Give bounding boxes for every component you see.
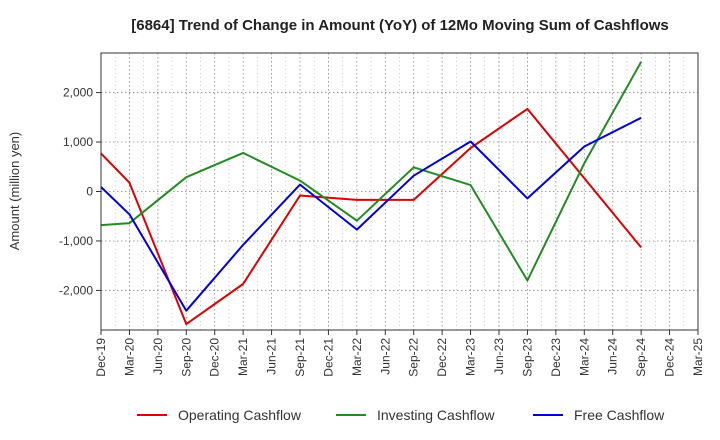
legend-label: Operating Cashflow [178, 407, 302, 423]
plot-area [101, 53, 698, 330]
x-tick-label: Jun-23 [492, 338, 506, 375]
x-tick-label: Mar-22 [350, 338, 364, 376]
series-line-operating-cashflow [100, 107, 642, 326]
y-axis-label: Amount (million yen) [7, 132, 22, 251]
x-tick-label: Mar-24 [577, 338, 591, 376]
x-tick-label: Dec-20 [208, 338, 222, 377]
x-tick-label: Sep-23 [520, 338, 534, 377]
x-tick-label: Sep-20 [179, 338, 193, 377]
x-tick-label: Jun-22 [378, 338, 392, 375]
series-line-free-cashflow [100, 116, 642, 312]
x-tick-label: Dec-24 [663, 338, 677, 377]
x-axis: Dec-19 Mar-20 Jun-20 Sep-20 Dec-20 Mar-21 Jun-… [94, 330, 705, 377]
x-tick-label: Sep-22 [407, 338, 421, 377]
x-tick-label: Mar-21 [236, 338, 250, 376]
grid [100, 53, 699, 330]
x-tick-label: Jun-21 [265, 338, 279, 375]
x-tick-label: Jun-20 [151, 338, 165, 375]
y-tick-label: 2,000 [63, 86, 93, 100]
chart-title: [6864] Trend of Change in Amount (YoY) o… [131, 17, 669, 34]
y-axis: -2,000 -1,000 0 1,000 2,000 [59, 86, 101, 297]
x-tick-label: Dec-23 [549, 338, 563, 377]
legend: Operating Cashflow Investing Cashflow Free… [137, 407, 665, 423]
x-tick-label: Sep-21 [293, 338, 307, 377]
y-tick-label: 0 [86, 185, 93, 199]
x-tick-label: Dec-19 [94, 338, 108, 377]
y-tick-label: 1,000 [63, 135, 93, 149]
y-tick-label: -1,000 [59, 234, 93, 248]
x-tick-label: Mar-20 [122, 338, 136, 376]
x-tick-label: Mar-25 [691, 338, 705, 376]
x-tick-label: Jun-24 [606, 338, 620, 375]
legend-label: Free Cashflow [574, 407, 665, 423]
y-tick-label: -2,000 [59, 283, 93, 297]
series-line-investing-cashflow [100, 61, 642, 282]
x-tick-label: Sep-24 [634, 338, 648, 377]
x-tick-label: Mar-23 [464, 338, 478, 376]
legend-label: Investing Cashflow [377, 407, 495, 423]
x-tick-label: Dec-21 [321, 338, 335, 377]
series-group [100, 61, 642, 326]
x-tick-label: Dec-22 [435, 338, 449, 377]
